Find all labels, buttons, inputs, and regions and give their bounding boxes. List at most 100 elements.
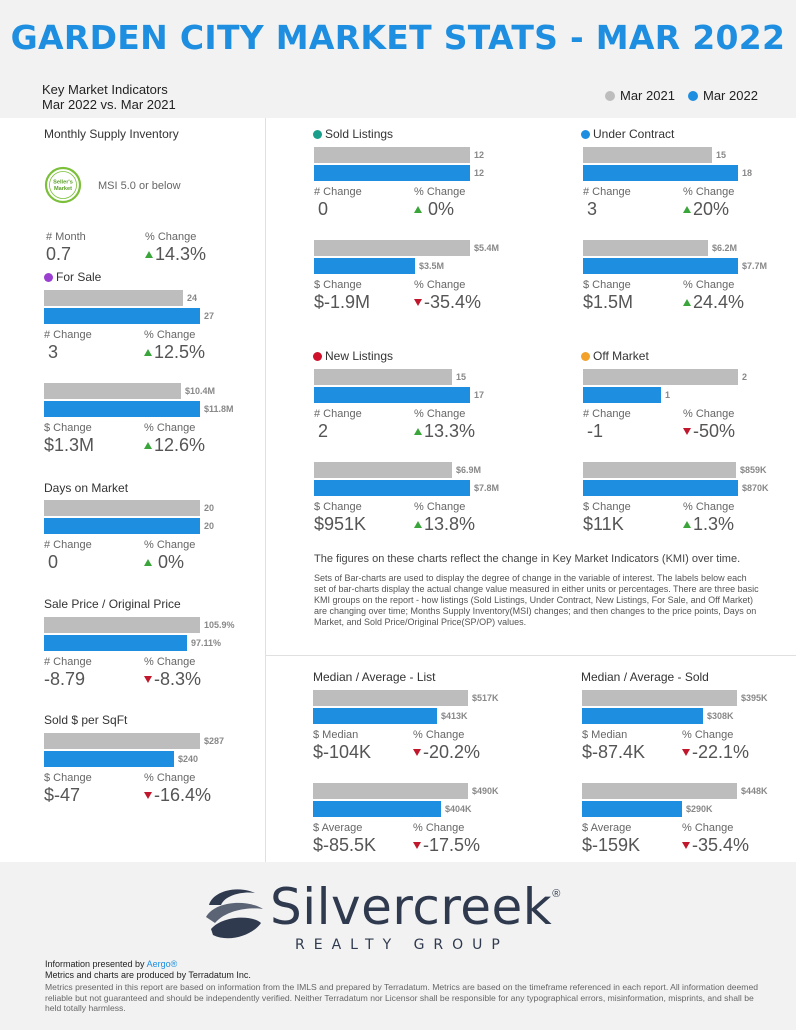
sold-average-pct-label: % Change (682, 822, 734, 834)
under-contract-volume-block: $6.2M $7.7M $ Change $1.5M % Change 24.4% (583, 240, 788, 326)
badge-text: Seller's Market (53, 180, 73, 193)
down-arrow-icon (413, 749, 421, 756)
under-contract-count-pct-value: 20% (683, 199, 729, 220)
up-arrow-icon (144, 442, 152, 449)
legend-item-2021: Mar 2021 (605, 88, 675, 103)
dom-bar-2022 (44, 518, 200, 534)
list-average-bar-2021 (313, 783, 468, 799)
sold-average-bar-label-2022: $290K (686, 804, 713, 814)
for-sale-volume-pct-text: 12.6% (154, 435, 206, 455)
dom-pct-label: % Change (144, 539, 196, 551)
produced-by: Metrics and charts are produced by Terra… (45, 970, 251, 980)
new-listings-count-bar-2022 (314, 387, 470, 403)
sold-count-change-label: # Change (314, 186, 362, 198)
sold-dot-icon (313, 129, 322, 139)
sold-title-text: Sold Listings (325, 127, 394, 141)
off-market-title: Off Market (581, 349, 649, 363)
legend-dot-blue (688, 90, 698, 101)
section-divider (265, 655, 796, 656)
for-sale-count-bar-label-2022: 27 (204, 311, 215, 321)
sqft-pct-text: -16.4% (154, 785, 212, 805)
sp-op-pct-value: -8.3% (144, 669, 201, 690)
new-listings-count-pct-value: 13.3% (414, 421, 475, 442)
brand-reg: ® (552, 888, 561, 900)
new-listings-volume-bar-2022 (314, 480, 470, 496)
sold-volume-pct-value: -35.4% (414, 292, 481, 313)
list-average-pct-text: -17.5% (423, 835, 481, 855)
sqft-bar-2021 (44, 733, 200, 749)
list-median-pct-label: % Change (413, 729, 465, 741)
sp-op-change-label: # Change (44, 656, 92, 668)
sold-volume-pct-text: -35.4% (424, 292, 482, 312)
sold-median-pct-text: -22.1% (692, 742, 750, 762)
sp-op-bar-2022 (44, 635, 187, 651)
dom-block: 20 20 # Change 0 % Change 0% (44, 500, 250, 586)
list-median-block: $517K $413K $ Median $-104K % Change -20.2% (313, 690, 518, 776)
off-market-volume-change-label: $ Change (583, 501, 631, 513)
msi-title: Monthly Supply Inventory (44, 127, 179, 141)
sqft-title: Sold $ per SqFt (44, 713, 128, 727)
up-arrow-icon (414, 206, 422, 213)
msi-pct-label: % Change (145, 231, 197, 243)
dom-title: Days on Market (44, 481, 129, 495)
sold-volume-bar-label-2022: $3.5M (419, 261, 445, 271)
sold-median-change-value: $-87.4K (582, 742, 646, 762)
for-sale-count-change-label: # Change (44, 329, 92, 341)
under-contract-volume-pct-label: % Change (683, 279, 735, 291)
dom-bar-label-2021: 20 (204, 503, 215, 513)
list-median-change-label: $ Median (313, 729, 359, 741)
for-sale-title: For Sale (44, 270, 101, 284)
new-listings-volume-block: $6.9M $7.8M $ Change $951K % Change 13.8% (314, 462, 520, 548)
sellers-market-badge-icon: Seller's Market (44, 166, 82, 204)
subtitle-line-2: Mar 2022 vs. Mar 2021 (42, 97, 176, 112)
brand-text: Silvercreek (270, 878, 553, 936)
dom-change-value: 0 (48, 552, 59, 572)
list-average-bar-2022 (313, 801, 441, 817)
sp-op-title: Sale Price / Original Price (44, 597, 181, 611)
for-sale-count-pct-text: 12.5% (154, 342, 206, 362)
dom-bar-2021 (44, 500, 200, 516)
off-market-volume-pct-text: 1.3% (693, 514, 735, 534)
for-sale-count-bar-2022 (44, 308, 200, 324)
sold-volume-pct-label: % Change (414, 279, 466, 291)
sold-median-bar-label-2022: $308K (707, 711, 734, 721)
sold-volume-change-label: $ Change (314, 279, 362, 291)
sold-median-block: $395K $308K $ Median $-87.4K % Change -22.1% (582, 690, 787, 776)
sqft-block: $287 $240 $ Change $-47 % Change -16.4% (44, 733, 250, 819)
off-market-count-change-value: -1 (587, 421, 604, 441)
sold-median-change-label: $ Median (582, 729, 628, 741)
brand-subtitle: REALTY GROUP (295, 937, 509, 953)
new-listings-count-pct-text: 13.3% (424, 421, 476, 441)
column-divider (265, 118, 266, 862)
sold-count-bar-label-2022: 12 (474, 168, 485, 178)
new-listings-volume-pct-value: 13.8% (414, 514, 475, 535)
off-market-volume-bar-label-2022: $870K (742, 483, 769, 493)
sold-average-change-value: $-159K (582, 835, 641, 855)
for-sale-count-bar-label-2021: 24 (187, 293, 198, 303)
list-average-bar-label-2022: $404K (445, 804, 472, 814)
new-listings-count-block: 15 17 # Change 2 % Change 13.3% (314, 369, 520, 455)
sold-count-bar-2022 (314, 165, 470, 181)
off-market-count-bar-2022 (583, 387, 661, 403)
up-arrow-icon (145, 251, 153, 258)
sp-op-change-value: -8.79 (44, 669, 86, 689)
for-sale-count-bar-2021 (44, 290, 183, 306)
aergo-link[interactable]: Aergo® (146, 959, 178, 969)
sqft-change-value: $-47 (44, 785, 81, 805)
up-arrow-icon (414, 428, 422, 435)
down-arrow-icon (413, 842, 421, 849)
list-average-change-label: $ Average (313, 822, 363, 834)
msi-change-value: 0.7 (46, 244, 72, 264)
for-sale-volume-bar-label-2021: $10.4M (185, 386, 216, 396)
sold-count-pct-label: % Change (414, 186, 466, 198)
sold-average-bar-2022 (582, 801, 682, 817)
off-market-count-bar-label-2021: 2 (742, 372, 748, 382)
legend-label-2021: Mar 2021 (620, 88, 675, 103)
sold-volume-change-value: $-1.9M (314, 292, 371, 312)
off-market-volume-bar-label-2021: $859K (740, 465, 767, 475)
list-median-bar-2021 (313, 690, 468, 706)
sp-op-bar-label-2022: 97.11% (191, 638, 222, 648)
under-contract-count-pct-text: 20% (693, 199, 730, 219)
new-listings-count-change-label: # Change (314, 408, 362, 420)
for-sale-volume-block: $10.4M $11.8M $ Change $1.3M % Change 12.6% (44, 383, 250, 469)
